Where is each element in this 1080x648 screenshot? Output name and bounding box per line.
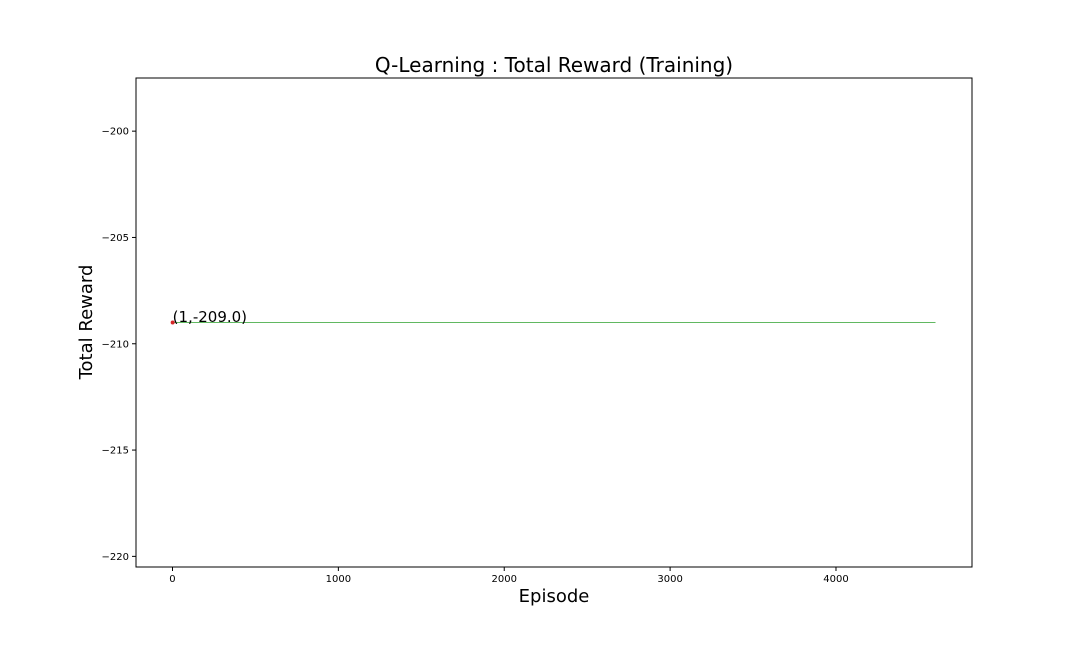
x-tick-label: 4000 xyxy=(823,574,848,585)
x-tick-label: 1000 xyxy=(326,574,351,585)
x-tick-label: 2000 xyxy=(492,574,517,585)
y-tick-label: −220 xyxy=(102,552,129,563)
y-tick-label: −205 xyxy=(102,233,129,244)
x-tick-label: 0 xyxy=(169,574,175,585)
chart-title: Q-Learning : Total Reward (Training) xyxy=(375,53,733,77)
x-axis-ticks: 0 1000 2000 3000 4000 xyxy=(169,567,849,585)
point-annotation: (1,-209.0) xyxy=(173,308,247,326)
x-axis-label: Episode xyxy=(519,586,590,607)
highlight-point xyxy=(170,320,175,325)
y-axis-label: Total Reward xyxy=(76,265,97,381)
x-tick-label: 3000 xyxy=(657,574,682,585)
y-tick-label: −200 xyxy=(102,127,129,138)
y-tick-label: −215 xyxy=(102,446,129,457)
y-tick-label: −210 xyxy=(102,339,129,350)
y-axis-ticks: −200 −205 −210 −215 −220 xyxy=(102,127,136,563)
point-layer: (1,-209.0) xyxy=(170,308,247,326)
